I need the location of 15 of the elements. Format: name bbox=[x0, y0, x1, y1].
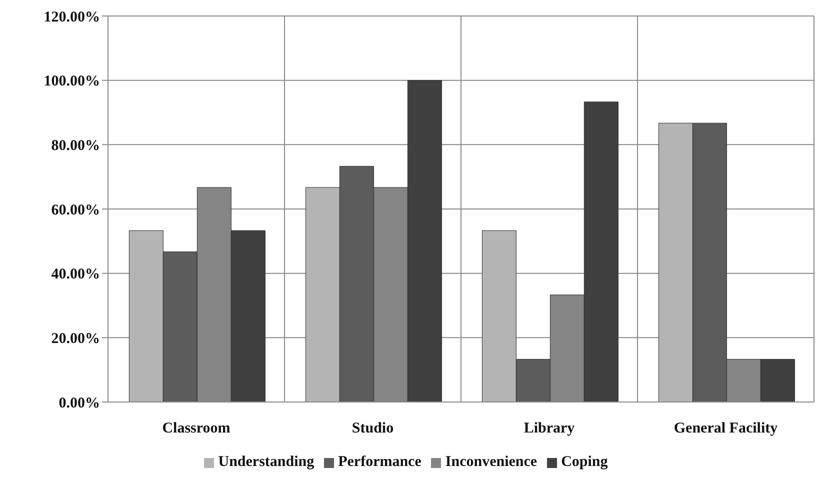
x-tick-label: Library bbox=[524, 420, 576, 437]
y-tick-label: 120.00% bbox=[44, 9, 100, 26]
legend-label: Understanding bbox=[218, 454, 314, 470]
y-tick-label: 0.00% bbox=[58, 395, 100, 412]
legend-label: Coping bbox=[561, 454, 608, 470]
y-tick-label: 80.00% bbox=[51, 138, 100, 154]
legend-label: Performance bbox=[338, 454, 422, 470]
x-tick-label: Studio bbox=[352, 420, 394, 437]
y-tick-label: 60.00% bbox=[51, 202, 100, 218]
legend-label: Inconvenience bbox=[445, 454, 538, 470]
y-tick-label: 20.00% bbox=[51, 330, 100, 347]
y-tick-label: 40.00% bbox=[51, 266, 100, 283]
y-tick-label: 100.00% bbox=[44, 74, 100, 90]
x-tick-label: General Facility bbox=[674, 420, 778, 437]
x-tick-label: Classroom bbox=[162, 420, 231, 437]
